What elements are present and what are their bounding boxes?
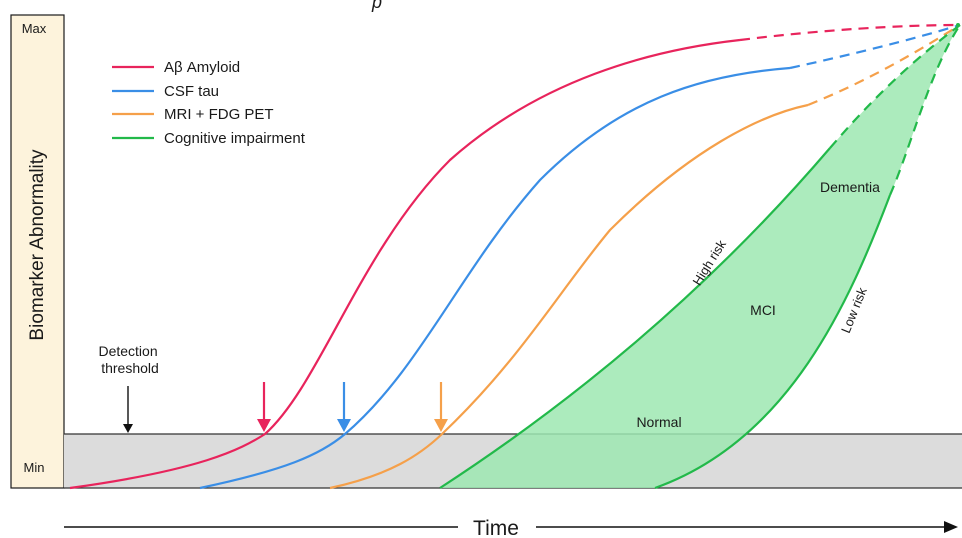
time-axis-label: Time: [473, 517, 519, 538]
legend-label-amyloid: Aβ Amyloid: [164, 59, 240, 76]
curve-mri-fdg: [329, 103, 809, 490]
convergence-point: [956, 23, 960, 27]
amyloid-threshold-arrow: [257, 382, 271, 432]
curve-cognitive-low-risk-projection: [888, 24, 961, 196]
y-axis-max-label: Max: [22, 21, 47, 36]
detection-threshold-arrowhead: [123, 424, 133, 433]
legend-label-cognitive: Cognitive impairment: [164, 130, 306, 147]
normal-label: Normal: [636, 414, 681, 430]
y-axis-title: Biomarker Abnormality: [27, 149, 48, 341]
curve-amyloid-projection: [739, 23, 961, 42]
detection-threshold-label-line1: Detection threshold: [98, 343, 161, 376]
curve-csf-tau-projection: [789, 23, 961, 70]
legend-label-mri-fdg: MRI + FDG PET: [164, 106, 274, 123]
legend-label-csf-tau: CSF tau: [164, 83, 219, 100]
curve-cognitive-high-risk: [439, 147, 831, 489]
curve-cognitive-high-risk-projection: [829, 24, 961, 149]
dementia-label: Dementia: [820, 179, 880, 195]
curve-mri-fdg-projection: [807, 24, 961, 107]
time-axis-arrowhead: [944, 521, 958, 533]
mci-label: MCI: [750, 302, 776, 318]
mri-threshold-arrow: [434, 382, 448, 432]
curve-amyloid: [69, 38, 741, 490]
y-axis-min-label: Min: [24, 460, 45, 475]
tau-threshold-arrow: [337, 382, 351, 432]
curve-cognitive-low-risk: [654, 194, 892, 490]
header-fragment: p: [371, 0, 382, 12]
curve-csf-tau: [199, 66, 791, 490]
cognitive-region: [440, 25, 960, 488]
legend: Aβ Amyloid CSF tau MRI + FDG PET Cogniti…: [112, 59, 306, 147]
y-axis-panel: [10, 14, 65, 489]
